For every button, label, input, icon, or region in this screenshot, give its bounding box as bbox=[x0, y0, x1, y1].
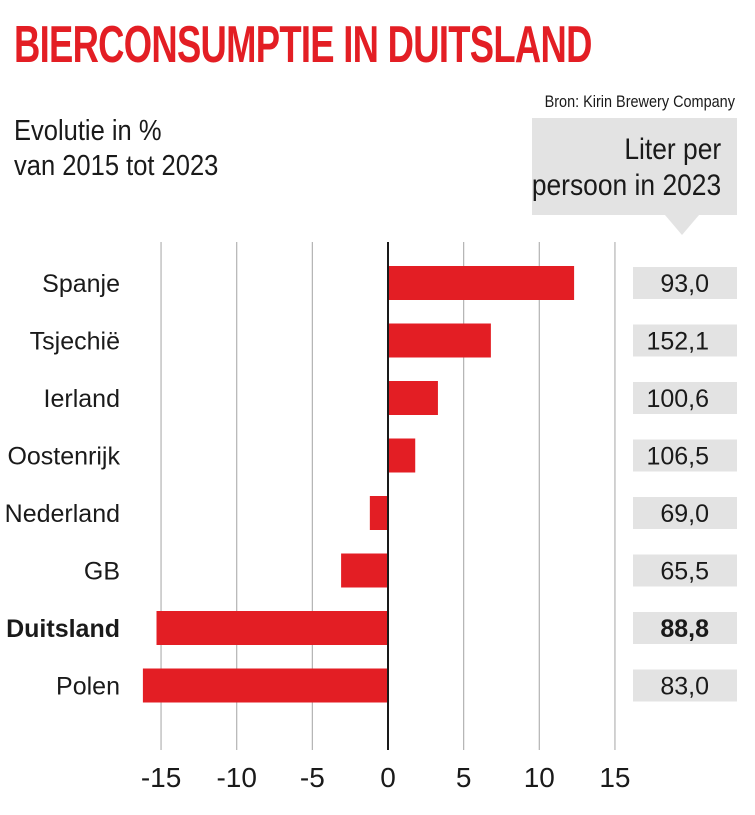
category-label: Duitsland bbox=[6, 615, 120, 643]
value-box bbox=[633, 669, 737, 702]
x-tick-label: -5 bbox=[300, 762, 325, 793]
value-box bbox=[633, 439, 737, 472]
x-tick-label: -15 bbox=[141, 762, 181, 793]
value-box bbox=[633, 554, 737, 587]
x-tick-label: 10 bbox=[524, 762, 555, 793]
value-box bbox=[633, 324, 737, 357]
x-tick-label: 5 bbox=[456, 762, 472, 793]
liters-value: 93,0 bbox=[660, 270, 709, 298]
value-box bbox=[633, 267, 737, 299]
category-label: Ierland bbox=[44, 385, 120, 413]
bar-4 bbox=[369, 496, 388, 530]
value-box bbox=[633, 497, 737, 529]
category-label: Polen bbox=[56, 673, 120, 701]
value-box bbox=[633, 612, 737, 644]
chart-title: BIERCONSUMPTIE IN DUITSLAND bbox=[14, 16, 592, 74]
category-label: Spanje bbox=[42, 270, 120, 298]
liters-value: 69,0 bbox=[660, 500, 709, 528]
column-header: Liter per persoon in 2023 bbox=[532, 132, 721, 204]
column-header-line-2: persoon in 2023 bbox=[531, 169, 721, 202]
column-header-line-1: Liter per bbox=[624, 133, 721, 166]
liters-value: 100,6 bbox=[646, 385, 709, 413]
liters-value: 152,1 bbox=[646, 328, 709, 356]
category-label: GB bbox=[84, 558, 120, 586]
liters-value: 83,0 bbox=[660, 673, 709, 701]
liters-value: 88,8 bbox=[660, 615, 709, 643]
bar-1 bbox=[388, 323, 491, 358]
category-label: Nederland bbox=[5, 500, 120, 528]
subtitle-line-2: van 2015 tot 2023 bbox=[14, 150, 219, 182]
category-label: Tsjechië bbox=[30, 328, 120, 356]
liters-value: 106,5 bbox=[646, 443, 709, 471]
source-note: Bron: Kirin Brewery Company bbox=[544, 92, 735, 111]
value-box bbox=[633, 382, 737, 414]
x-tick-label: 15 bbox=[599, 762, 630, 793]
bar-2 bbox=[388, 381, 438, 415]
column-header-box: Liter per persoon in 2023 bbox=[532, 118, 737, 215]
category-label: Oostenrijk bbox=[7, 443, 120, 471]
subtitle-line-1: Evolutie in % bbox=[14, 115, 162, 147]
bar-0 bbox=[388, 266, 575, 300]
x-tick-label: -10 bbox=[216, 762, 256, 793]
bar-7 bbox=[142, 668, 388, 703]
bar-3 bbox=[388, 438, 416, 473]
bar-6 bbox=[156, 611, 388, 645]
x-tick-label: 0 bbox=[380, 762, 396, 793]
chart-subtitle: Evolutie in % van 2015 tot 2023 bbox=[14, 114, 218, 184]
bar-5 bbox=[341, 553, 388, 588]
column-header-pointer bbox=[665, 215, 699, 235]
liters-value: 65,5 bbox=[660, 558, 709, 586]
